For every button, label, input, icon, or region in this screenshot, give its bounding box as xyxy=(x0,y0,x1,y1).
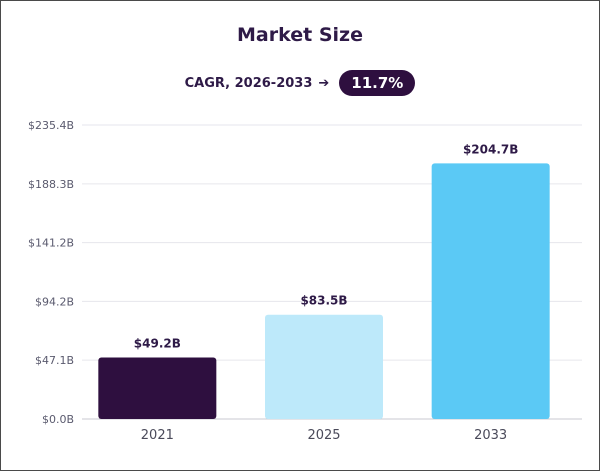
y-tick-label: $141.2B xyxy=(28,237,74,250)
bar-2021 xyxy=(98,357,217,419)
chart-title: Market Size xyxy=(237,24,363,46)
y-tick-label: $235.4B xyxy=(28,119,74,132)
data-label-2025: $83.5B xyxy=(300,294,347,308)
cagr-value-badge: 11.7% xyxy=(339,70,416,96)
x-tick-label-2025: 2025 xyxy=(307,428,340,443)
data-label-2021: $49.2B xyxy=(134,337,181,351)
x-tick-label-2033: 2033 xyxy=(474,428,507,443)
y-tick-label: $94.2B xyxy=(35,295,74,308)
data-label-2033: $204.7B xyxy=(463,142,518,156)
bar-2033 xyxy=(431,163,550,419)
cagr-row: CAGR, 2026-2033 ➔ 11.7% xyxy=(0,70,600,96)
arrow-right-icon: ➔ xyxy=(318,75,330,91)
y-tick-label: $0.0B xyxy=(42,413,74,426)
cagr-label: CAGR, 2026-2033 xyxy=(184,75,313,91)
y-tick-label: $188.3B xyxy=(28,178,74,191)
bar-2025 xyxy=(265,314,383,419)
y-tick-label: $47.1B xyxy=(35,354,74,367)
x-tick-label-2021: 2021 xyxy=(141,428,174,443)
